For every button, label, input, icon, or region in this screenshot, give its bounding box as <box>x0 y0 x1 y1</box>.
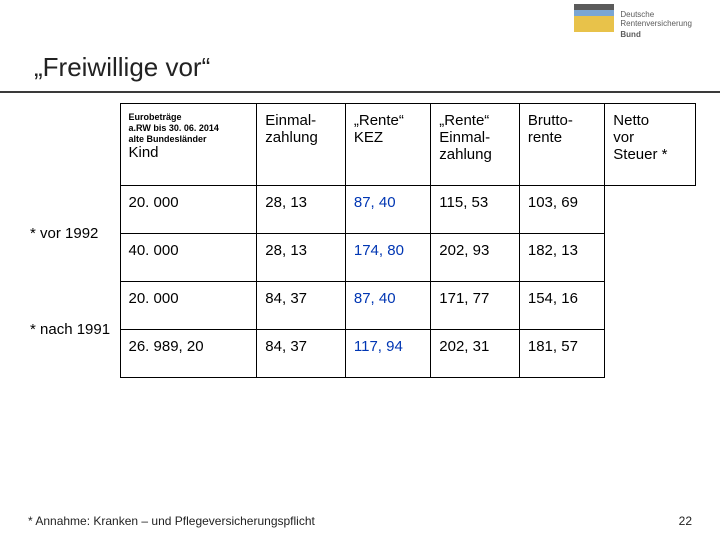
hdr-small-1: Eurobeträge <box>129 112 249 123</box>
cell: 20. 000 <box>120 186 257 234</box>
hdr-c3: „Rente“Einmal-zahlung <box>439 112 492 163</box>
header-col2: „Rente“KEZ <box>345 104 430 186</box>
hdr-kind: Kind <box>129 144 159 161</box>
title-underline <box>0 91 720 93</box>
footnote-star: * <box>28 514 33 528</box>
logo-mark <box>574 10 614 32</box>
header-col4: Brutto-rente <box>519 104 604 186</box>
cell: 87, 40 <box>345 282 430 330</box>
cell: 26. 989, 20 <box>120 330 257 378</box>
cell: 202, 93 <box>431 234 520 282</box>
table-row: 40. 000 28, 13 174, 80 202, 93 182, 13 <box>24 234 696 282</box>
cell: 115, 53 <box>431 186 520 234</box>
table-row: 26. 989, 20 84, 37 117, 94 202, 31 181, … <box>24 330 696 378</box>
logo-bund: Bund <box>620 30 692 39</box>
cell: 182, 13 <box>519 234 604 282</box>
header-col3: „Rente“Einmal-zahlung <box>431 104 520 186</box>
cell: 28, 13 <box>257 186 346 234</box>
table-row: * nach 1991 20. 000 84, 37 87, 40 171, 7… <box>24 282 696 330</box>
table-row: * vor 1992 20. 000 28, 13 87, 40 115, 53… <box>24 186 696 234</box>
hdr-c1: Einmal-zahlung <box>265 112 318 146</box>
cell: 202, 31 <box>431 330 520 378</box>
group-label-0: * vor 1992 <box>24 186 120 282</box>
cell: 174, 80 <box>345 234 430 282</box>
header-col5: NettovorSteuer * <box>605 104 696 186</box>
group-label-1: * nach 1991 <box>24 282 120 378</box>
data-table: Eurobeträge a.RW bis 30. 06. 2014 alte B… <box>24 103 696 378</box>
header-col0: Eurobeträge a.RW bis 30. 06. 2014 alte B… <box>120 104 257 186</box>
hdr-small-3: alte Bundesländer <box>129 134 249 145</box>
cell: 181, 57 <box>519 330 604 378</box>
cell: 84, 37 <box>257 330 346 378</box>
cell: 20. 000 <box>120 282 257 330</box>
header-spacer <box>24 104 120 186</box>
logo-text: Deutsche Rentenversicherung Bund <box>620 10 692 40</box>
table-header-row: Eurobeträge a.RW bis 30. 06. 2014 alte B… <box>24 104 696 186</box>
logo: Deutsche Rentenversicherung Bund <box>574 10 692 40</box>
cell: 117, 94 <box>345 330 430 378</box>
logo-line2: Rentenversicherung <box>620 19 692 28</box>
hdr-c5: NettovorSteuer * <box>613 112 667 163</box>
footnote-text: Annahme: Kranken – und Pflegeversicherun… <box>35 514 315 528</box>
page-number: 22 <box>679 514 692 528</box>
cell: 87, 40 <box>345 186 430 234</box>
hdr-c2: „Rente“KEZ <box>354 112 404 146</box>
header-col1: Einmal-zahlung <box>257 104 346 186</box>
logo-line1: Deutsche <box>620 10 654 19</box>
footnote: * Annahme: Kranken – und Pflegeversicher… <box>28 514 315 528</box>
hdr-small-2: a.RW bis 30. 06. 2014 <box>129 123 249 134</box>
cell: 28, 13 <box>257 234 346 282</box>
cell: 84, 37 <box>257 282 346 330</box>
cell: 171, 77 <box>431 282 520 330</box>
hdr-c4: Brutto-rente <box>528 112 573 146</box>
cell: 103, 69 <box>519 186 604 234</box>
cell: 154, 16 <box>519 282 604 330</box>
cell: 40. 000 <box>120 234 257 282</box>
